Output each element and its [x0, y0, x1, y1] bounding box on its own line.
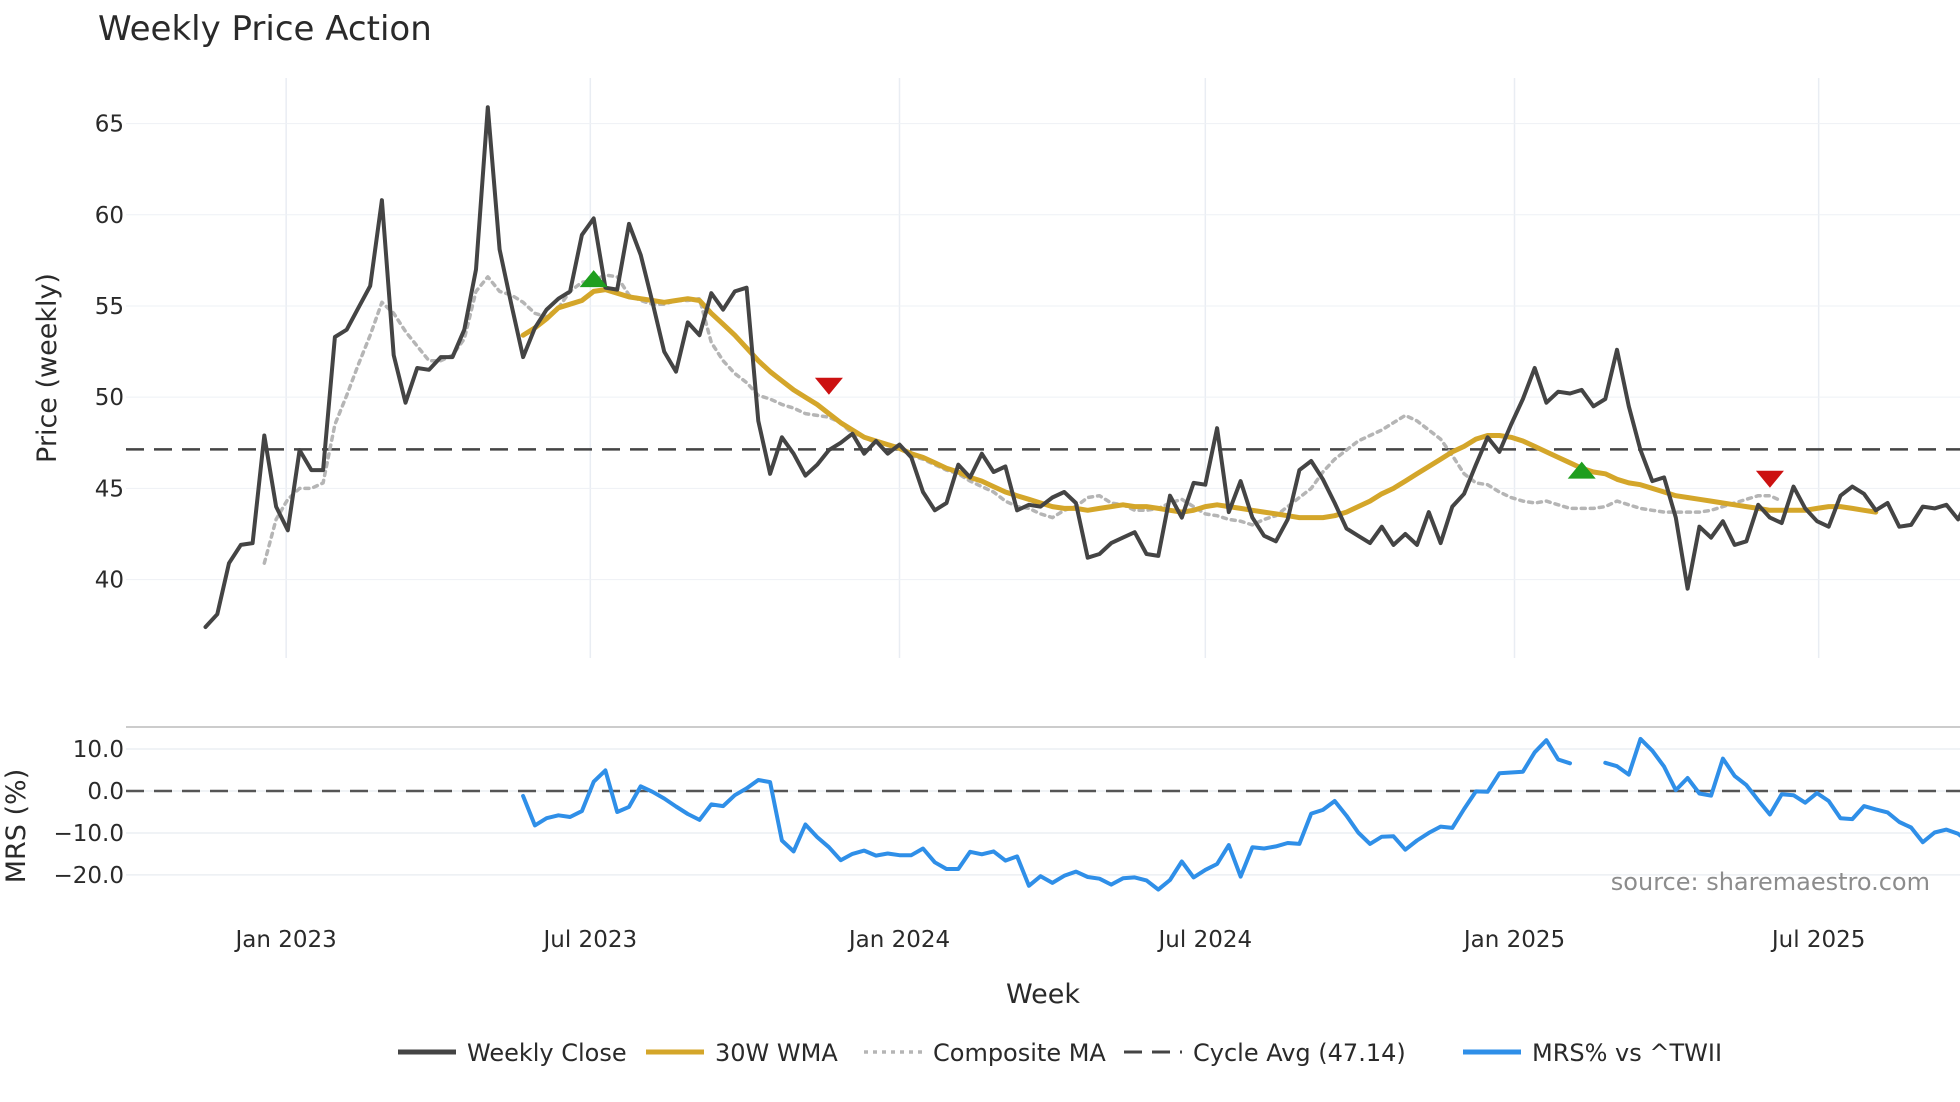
x-tick-label: Jan 2023: [234, 927, 337, 953]
legend-item: Cycle Avg (47.14): [1124, 1039, 1406, 1067]
sell-signal-marker: [1755, 470, 1784, 488]
x-tick-label: Jul 2024: [1157, 927, 1253, 953]
legend-label: MRS% vs ^TWII: [1532, 1039, 1722, 1067]
series-30w-wma: [520, 287, 1879, 521]
mrs-y-tick-label: 10.0: [73, 737, 124, 763]
price-y-tick-label: 50: [95, 385, 124, 411]
mrs-y-tick-label: −10.0: [54, 821, 124, 847]
mrs-y-tick-label: −20.0: [54, 863, 124, 889]
legend: Weekly Close 30W WMA Composite MA Cycle Avg…: [398, 1039, 1722, 1067]
series-mrs-segment: [1603, 736, 1960, 845]
mrs-grid: [126, 726, 1960, 876]
price-y-ticks: 40 45 50 55 60 65: [95, 112, 124, 594]
legend-label: 30W WMA: [715, 1039, 838, 1067]
x-tick-label: Jul 2023: [542, 927, 638, 953]
mrs-y-ticks: 10.0 0.0 −10.0 −20.0: [54, 737, 124, 889]
mrs-series: [126, 736, 1960, 892]
price-y-tick-label: 45: [95, 476, 124, 502]
x-tick-label: Jul 2025: [1770, 927, 1866, 953]
legend-item: Composite MA: [864, 1039, 1106, 1067]
legend-label: Weekly Close: [467, 1039, 627, 1067]
legend-label: Cycle Avg (47.14): [1193, 1039, 1406, 1067]
price-y-axis-label: Price (weekly): [32, 273, 63, 463]
source-annotation: source: sharemaestro.com: [1611, 868, 1930, 896]
price-series: [126, 105, 1960, 629]
sell-signal-marker: [814, 377, 843, 395]
legend-item: Weekly Close: [398, 1039, 627, 1067]
x-tick-label: Jan 2024: [847, 927, 950, 953]
buy-signal-marker: [1567, 461, 1596, 479]
series-weekly-close: [203, 105, 1960, 629]
x-tick-label: Jan 2025: [1462, 927, 1565, 953]
chart-title: Weekly Price Action: [98, 9, 432, 49]
mrs-y-axis-label: MRS (%): [1, 769, 32, 884]
x-axis-label: Week: [1006, 979, 1080, 1010]
series-composite-ma: [262, 273, 1784, 565]
x-axis-ticks: Jan 2023 Jul 2023 Jan 2024 Jul 2024 Jan 2025…: [234, 927, 1866, 953]
price-grid: [126, 78, 1960, 658]
legend-item: MRS% vs ^TWII: [1463, 1039, 1722, 1067]
mrs-y-tick-label: 0.0: [87, 779, 124, 805]
buy-signal-marker: [579, 270, 608, 288]
legend-label: Composite MA: [933, 1039, 1106, 1067]
legend-item: 30W WMA: [646, 1039, 838, 1067]
signal-markers: [579, 270, 1784, 488]
price-y-tick-label: 60: [95, 203, 124, 229]
price-y-tick-label: 55: [95, 294, 124, 320]
series-mrs-segment: [521, 738, 1572, 892]
price-y-tick-label: 65: [95, 112, 124, 138]
price-y-tick-label: 40: [95, 568, 124, 594]
